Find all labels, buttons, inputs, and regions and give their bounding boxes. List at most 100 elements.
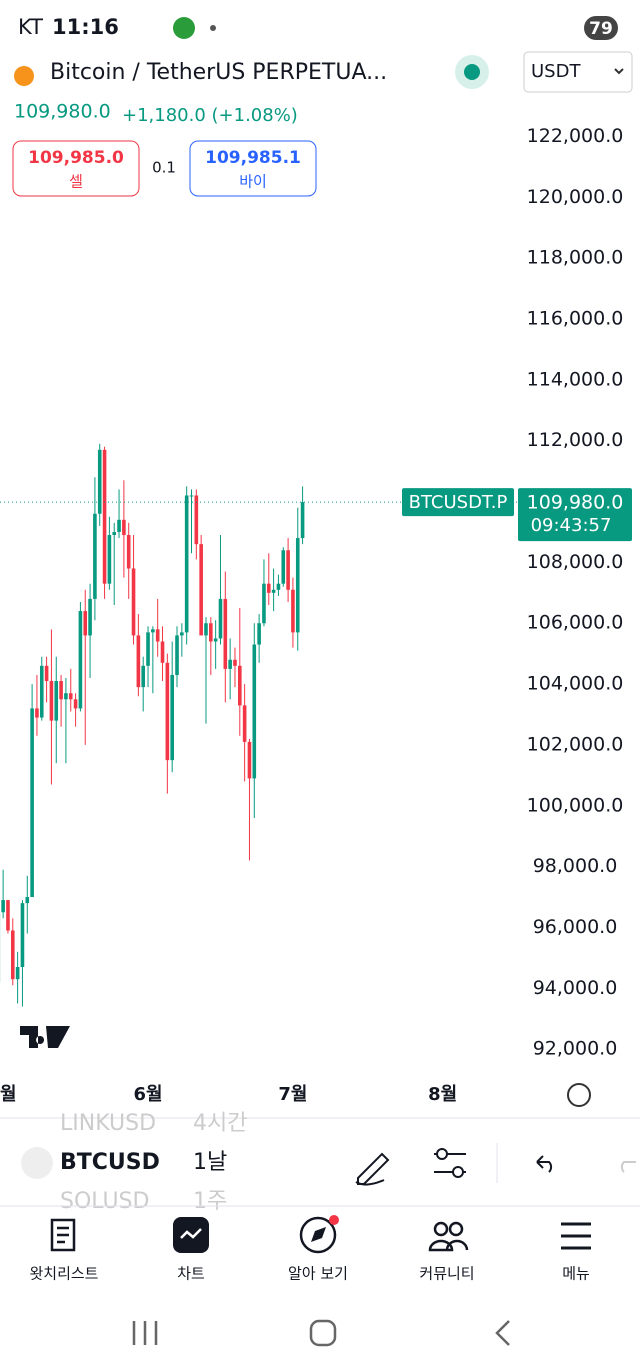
undo-icon[interactable] bbox=[536, 1155, 553, 1173]
currency-select[interactable] bbox=[523, 51, 633, 93]
y-tick-label: 120,000.0 bbox=[527, 186, 624, 208]
chart-icon-line bbox=[180, 1228, 202, 1239]
candle-body bbox=[233, 659, 237, 666]
candle-body bbox=[88, 598, 92, 636]
tv-logo bbox=[20, 1026, 70, 1048]
candle-body bbox=[146, 632, 150, 666]
symbol-tag-box bbox=[402, 488, 514, 517]
notification-dot bbox=[329, 1215, 339, 1225]
buy-button[interactable] bbox=[189, 140, 317, 197]
candle-body bbox=[295, 538, 300, 633]
candle-body bbox=[30, 708, 34, 898]
candle-body bbox=[209, 623, 213, 642]
candle-body bbox=[54, 681, 59, 721]
status-dot bbox=[210, 25, 216, 31]
candle-body bbox=[1, 900, 5, 913]
community-icon-part bbox=[448, 1221, 464, 1237]
candle-body bbox=[252, 644, 257, 779]
candle-body bbox=[189, 495, 194, 497]
y-tick-label: 108,000.0 bbox=[527, 551, 624, 573]
candle-body bbox=[184, 495, 189, 633]
settings-icon[interactable] bbox=[567, 1083, 591, 1107]
candle-body bbox=[35, 708, 39, 718]
last-price: 109,980.0 bbox=[14, 101, 111, 123]
candle-body bbox=[68, 693, 73, 700]
symbol-option[interactable]: SOLUSD bbox=[60, 1189, 149, 1214]
candle-body bbox=[107, 535, 112, 584]
redo-icon[interactable] bbox=[620, 1161, 636, 1173]
y-tick-label: 98,000.0 bbox=[533, 855, 618, 877]
candle-body bbox=[218, 598, 223, 639]
candle-body bbox=[170, 674, 174, 761]
candle-body bbox=[266, 583, 271, 593]
candle-body bbox=[136, 635, 141, 688]
recents-button[interactable] bbox=[132, 1321, 158, 1345]
indicator-knob bbox=[452, 1166, 464, 1178]
watchlist-icon[interactable] bbox=[50, 1218, 76, 1252]
price-tag-box bbox=[518, 488, 632, 542]
y-tick-label: 92,000.0 bbox=[533, 1038, 618, 1060]
symbol-tag: BTCUSDT.P bbox=[409, 492, 508, 513]
candle-body bbox=[151, 629, 155, 633]
candle-body bbox=[155, 629, 160, 642]
candle-body bbox=[83, 611, 88, 636]
candle-body bbox=[238, 665, 242, 706]
symbol-title[interactable]: Bitcoin / TetherUS PERPETUA... bbox=[50, 60, 387, 85]
price-change: +1,180.0 (+1.08%) bbox=[122, 105, 298, 126]
sell-label: 셀 bbox=[69, 173, 83, 191]
x-tick-label: 월 bbox=[0, 1084, 17, 1105]
candle-body bbox=[59, 681, 63, 700]
candle-body bbox=[15, 967, 20, 980]
candle-body bbox=[262, 583, 266, 624]
candle-body bbox=[213, 638, 218, 642]
candle-body bbox=[49, 681, 54, 721]
candle-body bbox=[286, 550, 290, 590]
candle-body bbox=[228, 659, 232, 669]
candle-body bbox=[180, 632, 184, 636]
candle-body bbox=[25, 897, 30, 904]
candle-body bbox=[204, 623, 208, 636]
candle-body bbox=[126, 535, 131, 569]
x-tick-label: 8월 bbox=[428, 1084, 457, 1105]
candle-body bbox=[73, 699, 78, 709]
candle-body bbox=[223, 598, 228, 669]
explore-icon[interactable] bbox=[299, 1216, 337, 1254]
sell-price: 109,985.0 bbox=[28, 148, 124, 168]
symbol-option[interactable]: LINKUSD bbox=[60, 1111, 156, 1136]
buy-label: 바이 bbox=[239, 173, 267, 191]
candle-body bbox=[160, 641, 165, 663]
candle-body bbox=[10, 930, 15, 980]
candle-body bbox=[6, 900, 10, 931]
y-tick-label: 112,000.0 bbox=[527, 429, 624, 451]
y-tick-label: 102,000.0 bbox=[527, 733, 624, 755]
indicator-knob bbox=[436, 1148, 448, 1160]
y-tick-label: 116,000.0 bbox=[527, 308, 624, 330]
nav-label[interactable]: 왓치리스트 bbox=[29, 1265, 98, 1283]
candle-body bbox=[175, 635, 179, 675]
interval-option[interactable]: 4시간 bbox=[193, 1111, 247, 1136]
menu-icon[interactable] bbox=[561, 1222, 591, 1250]
interval-option[interactable]: 1날 bbox=[193, 1150, 227, 1175]
back-button[interactable] bbox=[495, 1320, 510, 1346]
nav-label[interactable]: 메뉴 bbox=[562, 1265, 590, 1283]
draw-icon[interactable] bbox=[355, 1152, 390, 1186]
nav-label[interactable]: 차트 bbox=[177, 1265, 205, 1283]
y-tick-label: 104,000.0 bbox=[527, 673, 624, 695]
status-icon bbox=[173, 17, 195, 39]
x-tick-label: 6월 bbox=[133, 1084, 162, 1105]
battery-level: 79 bbox=[589, 19, 613, 39]
nav-label[interactable]: 알아 보기 bbox=[288, 1265, 348, 1283]
y-tick-label: 114,000.0 bbox=[527, 368, 624, 390]
symbol-option[interactable]: BTCUSD bbox=[60, 1150, 160, 1175]
candle-body bbox=[97, 449, 102, 514]
community-icon[interactable] bbox=[433, 1221, 449, 1237]
sell-button[interactable] bbox=[12, 140, 140, 197]
candle-body bbox=[78, 611, 83, 709]
interval-option[interactable]: 1주 bbox=[193, 1189, 227, 1214]
home-button[interactable] bbox=[309, 1319, 337, 1347]
nav-label[interactable]: 커뮤니티 bbox=[419, 1265, 474, 1283]
candle-body bbox=[281, 550, 286, 584]
y-tick-label: 94,000.0 bbox=[533, 977, 618, 999]
